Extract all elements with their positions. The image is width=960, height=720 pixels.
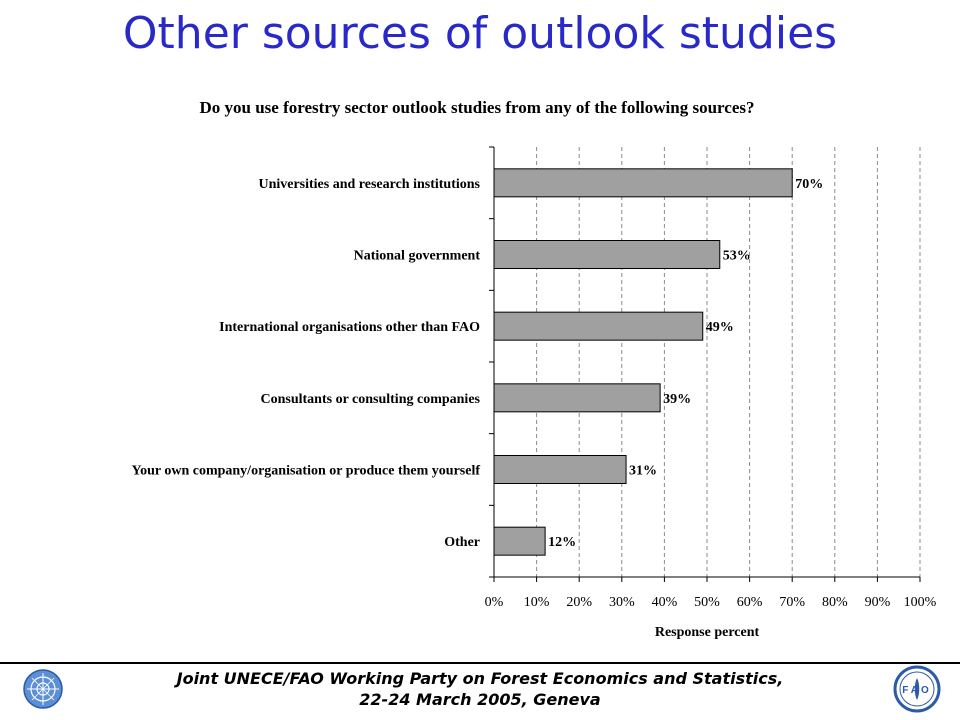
category-label: Universities and research institutions (258, 177, 480, 192)
grid-lines (536, 147, 921, 577)
un-emblem-icon (22, 668, 64, 714)
value-label: 31% (629, 464, 657, 479)
bar (493, 383, 661, 413)
category-label: International organisations other than F… (219, 320, 480, 335)
x-tick-label: 50% (694, 595, 720, 610)
x-tick-label: 20% (566, 595, 592, 610)
x-axis-label: Response percent (655, 625, 760, 640)
value-label: 39% (663, 392, 691, 407)
x-tick-label: 90% (865, 595, 891, 610)
value-label: 53% (723, 249, 751, 264)
bar (493, 526, 546, 556)
value-label: 49% (706, 320, 734, 335)
x-tick-label: 40% (652, 595, 678, 610)
x-tick-label: 60% (737, 595, 763, 610)
x-tick-label: 30% (609, 595, 635, 610)
category-label: Other (444, 535, 480, 550)
chart-title: Do you use forestry sector outlook studi… (200, 98, 755, 117)
footer-divider (0, 662, 960, 664)
fao-letters: FAO (902, 685, 932, 696)
value-label: 70% (795, 177, 823, 192)
x-tick-label: 0% (485, 595, 504, 610)
category-label: National government (354, 249, 481, 264)
axes: 0% 10% 20% 30% 40% 50% 60% 70% 80% 90% 100% Univers… (132, 146, 937, 610)
x-tick-label: 100% (904, 595, 937, 610)
footer-line-1: Joint UNECE/FAO Working Party on Forest … (176, 669, 784, 688)
footer-text: Joint UNECE/FAO Working Party on Forest … (110, 668, 850, 710)
bar (493, 240, 721, 269)
bar-chart: Do you use forestry sector outlook studi… (132, 98, 937, 640)
value-label: 12% (548, 535, 576, 550)
slide-title: Other sources of outlook studies (122, 8, 838, 59)
bar (493, 311, 704, 341)
category-label: Consultants or consulting companies (260, 392, 480, 407)
x-tick-label: 70% (779, 595, 805, 610)
bar (493, 168, 793, 198)
footer-line-2: 22-24 March 2005, Geneva (359, 690, 601, 709)
category-label: Your own company/organisation or produce… (132, 464, 481, 479)
bar (493, 455, 627, 484)
bars: 70% 53% 49% 39% 31% 12% (493, 168, 823, 556)
x-tick-label: 80% (822, 595, 848, 610)
fao-emblem-icon: FAO (892, 664, 942, 718)
x-tick-label: 10% (524, 595, 550, 610)
